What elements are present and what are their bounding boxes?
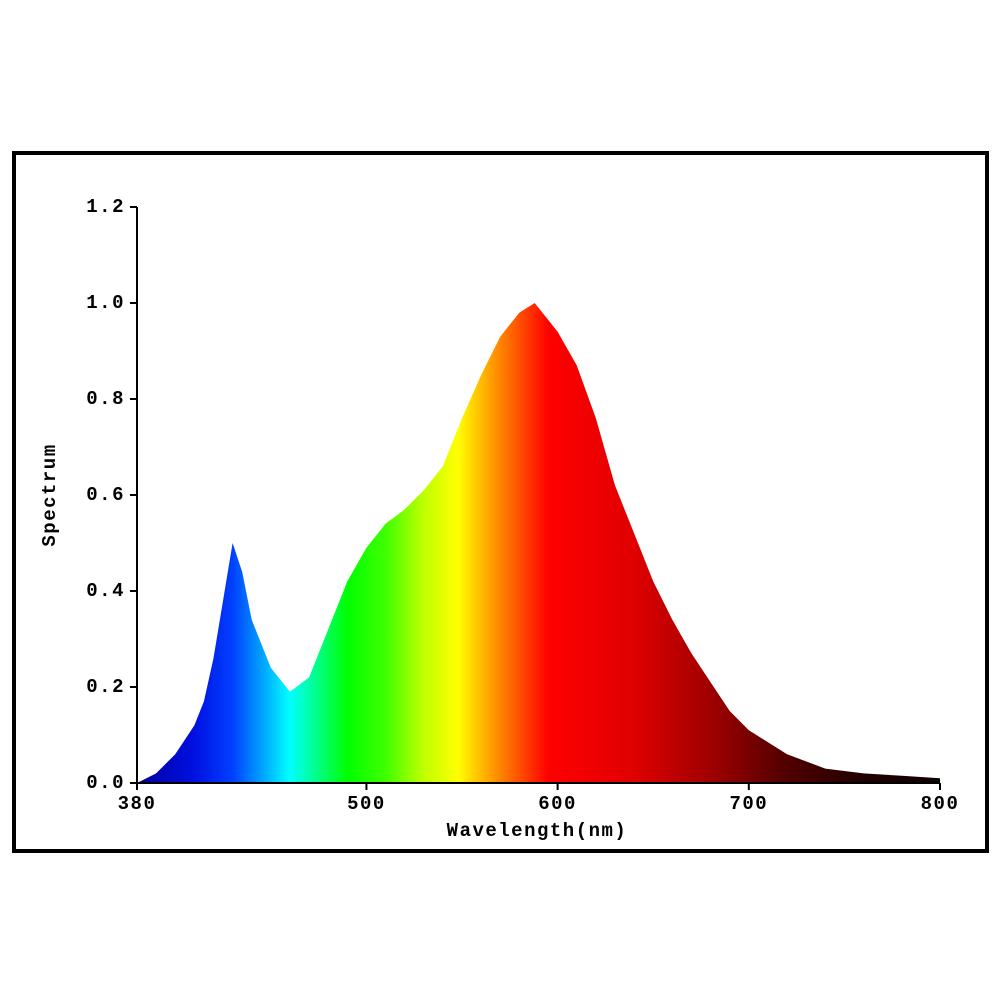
spectrum-area bbox=[137, 303, 940, 783]
x-tick-label: 600 bbox=[538, 793, 577, 815]
y-tick-label: 0.4 bbox=[86, 580, 125, 602]
y-tick-label: 0.0 bbox=[86, 772, 125, 794]
y-tick-label: 0.8 bbox=[86, 388, 125, 410]
frame bbox=[12, 151, 989, 853]
y-tick-label: 0.6 bbox=[86, 484, 125, 506]
x-tick-label: 800 bbox=[921, 793, 960, 815]
x-tick-label: 700 bbox=[729, 793, 768, 815]
y-tick-label: 0.2 bbox=[86, 676, 125, 698]
y-axis-label: Spectrum bbox=[39, 443, 61, 546]
x-tick-label: 380 bbox=[118, 793, 157, 815]
x-axis-label: Wavelength(nm) bbox=[447, 820, 628, 842]
y-tick-label: 1.2 bbox=[86, 196, 125, 218]
y-tick-label: 1.0 bbox=[86, 292, 125, 314]
x-tick-label: 500 bbox=[347, 793, 386, 815]
